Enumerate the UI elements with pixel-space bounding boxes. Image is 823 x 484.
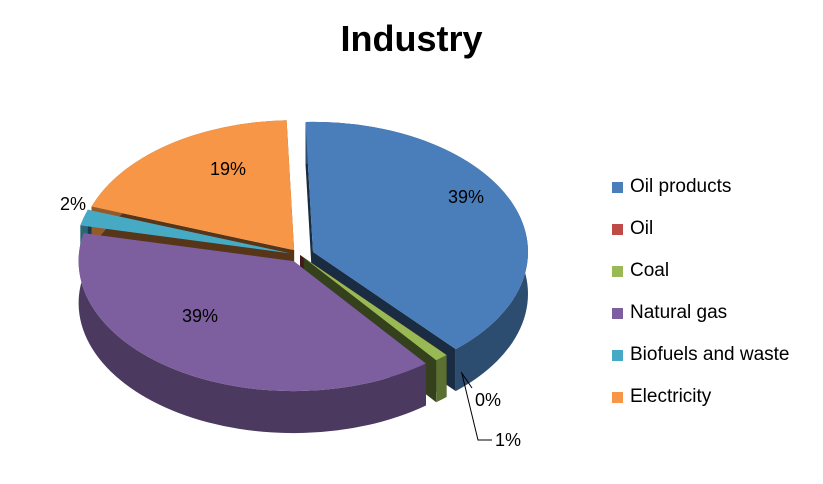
legend-item-electricity: Electricity [612, 376, 790, 418]
pie-slice-coal [303, 257, 447, 361]
legend-swatch [612, 391, 623, 403]
legend-swatch [612, 223, 623, 235]
data-label-coal: 1% [495, 430, 521, 450]
leader-lines [460, 371, 492, 441]
data-label-electricity: 19% [210, 159, 246, 179]
data-label-natural-gas: 39% [182, 306, 218, 326]
chart-title: Industry [340, 18, 483, 59]
legend-item-biofuels-and-waste: Biofuels and waste [612, 334, 790, 376]
legend-swatch [612, 349, 623, 361]
legend-label: Oil [630, 218, 654, 239]
data-label-oil-products: 39% [448, 187, 484, 207]
legend-label: Biofuels and waste [630, 344, 790, 365]
legend-label: Coal [630, 260, 670, 281]
data-label-biofuels-and-waste: 2% [60, 194, 86, 214]
pie-slice-oil-products [305, 121, 528, 350]
pie-slice-biofuels-and-waste [80, 209, 291, 254]
legend-label: Oil products [630, 176, 732, 197]
pie-slice-electricity [91, 120, 295, 251]
legend-item-natural-gas: Natural gas [612, 292, 790, 334]
legend-item-coal: Coal [612, 250, 790, 292]
legend: Oil products Oil Coal Natural gas Biofuels a… [612, 166, 790, 418]
legend-swatch [612, 265, 623, 277]
legend-item-oil: Oil [612, 208, 790, 250]
leader-line-oil [460, 371, 473, 389]
legend-label: Natural gas [630, 302, 728, 323]
pie-slice-natural-gas [78, 233, 426, 392]
legend-label: Electricity [630, 386, 712, 407]
legend-item-oil-products: Oil products [612, 166, 790, 208]
legend-swatch [612, 181, 623, 193]
legend-swatch [612, 307, 623, 319]
leader-line-coal [461, 373, 492, 441]
data-label-oil: 0% [475, 390, 501, 410]
